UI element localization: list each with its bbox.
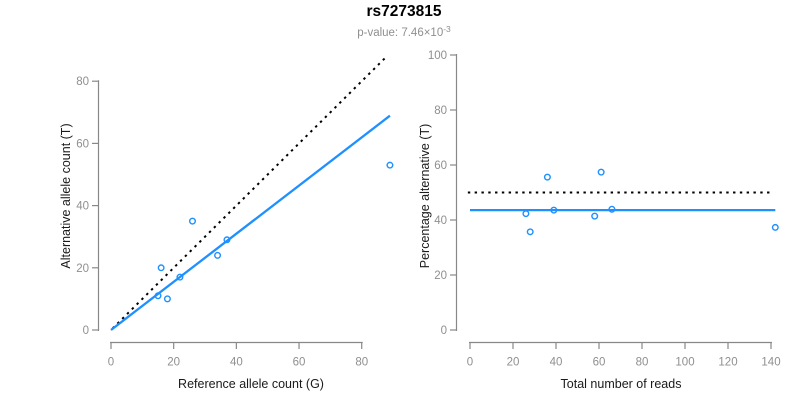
data-point (591, 212, 599, 220)
x-tick-label: 80 (355, 357, 368, 369)
x-tick-label: 20 (167, 357, 180, 369)
data-point (608, 205, 616, 213)
y-tick-label: 100 (428, 50, 447, 62)
data-point (223, 236, 231, 244)
y-tick-label: 0 (441, 325, 447, 337)
left-yaxis-title: Alternative allele count (T) (59, 123, 73, 269)
right-scatter-plot: 0 20 40 60 80 100 120 140 0 20 40 60 80 100 (428, 50, 781, 369)
p-value-exponent: -3 (443, 24, 451, 34)
left-xaxis-title: Reference allele count (G) (178, 377, 324, 391)
fit-line (110, 114, 391, 331)
x-tick-label: 0 (467, 357, 473, 369)
data-point (157, 264, 165, 272)
data-point (386, 161, 394, 169)
x-tick-label: 120 (718, 357, 737, 369)
data-point (597, 168, 605, 176)
data-point (188, 217, 196, 225)
data-point (522, 210, 530, 218)
x-tick-label: 40 (230, 357, 243, 369)
x-tick-label: 60 (593, 357, 606, 369)
y-tick-label: 80 (434, 105, 447, 117)
x-tick-label: 140 (761, 357, 780, 369)
identity-line (111, 55, 388, 330)
x-tick-label: 0 (108, 357, 114, 369)
y-tick-label: 40 (434, 215, 447, 227)
left-scatter-plot: 0 20 40 60 80 0 20 40 60 80 (76, 55, 394, 369)
y-tick-label: 20 (434, 270, 447, 282)
data-point (771, 223, 779, 231)
p-value-label: p-value: 7.46×10-3 (357, 24, 451, 39)
y-tick-label: 20 (76, 263, 89, 275)
p-value-text: p-value: 7.46×10 (357, 27, 444, 39)
y-tick-label: 40 (76, 201, 89, 213)
y-tick-label: 60 (76, 138, 89, 150)
x-tick-label: 20 (507, 357, 520, 369)
data-point (176, 273, 184, 281)
x-tick-label: 40 (550, 357, 563, 369)
x-tick-label: 60 (293, 357, 306, 369)
y-tick-label: 60 (434, 160, 447, 172)
data-point (543, 173, 551, 181)
data-point (526, 228, 534, 236)
y-tick-label: 0 (83, 325, 89, 337)
data-point (550, 206, 558, 214)
right-yaxis-title: Percentage alternative (T) (418, 123, 432, 269)
right-xaxis-title: Total number of reads (560, 377, 682, 391)
data-point (163, 295, 171, 303)
plot-title: rs7273815 (366, 3, 442, 20)
data-point (154, 292, 162, 300)
x-tick-label: 80 (636, 357, 649, 369)
x-tick-label: 100 (675, 357, 694, 369)
y-tick-label: 80 (76, 76, 89, 88)
data-point (214, 251, 222, 259)
